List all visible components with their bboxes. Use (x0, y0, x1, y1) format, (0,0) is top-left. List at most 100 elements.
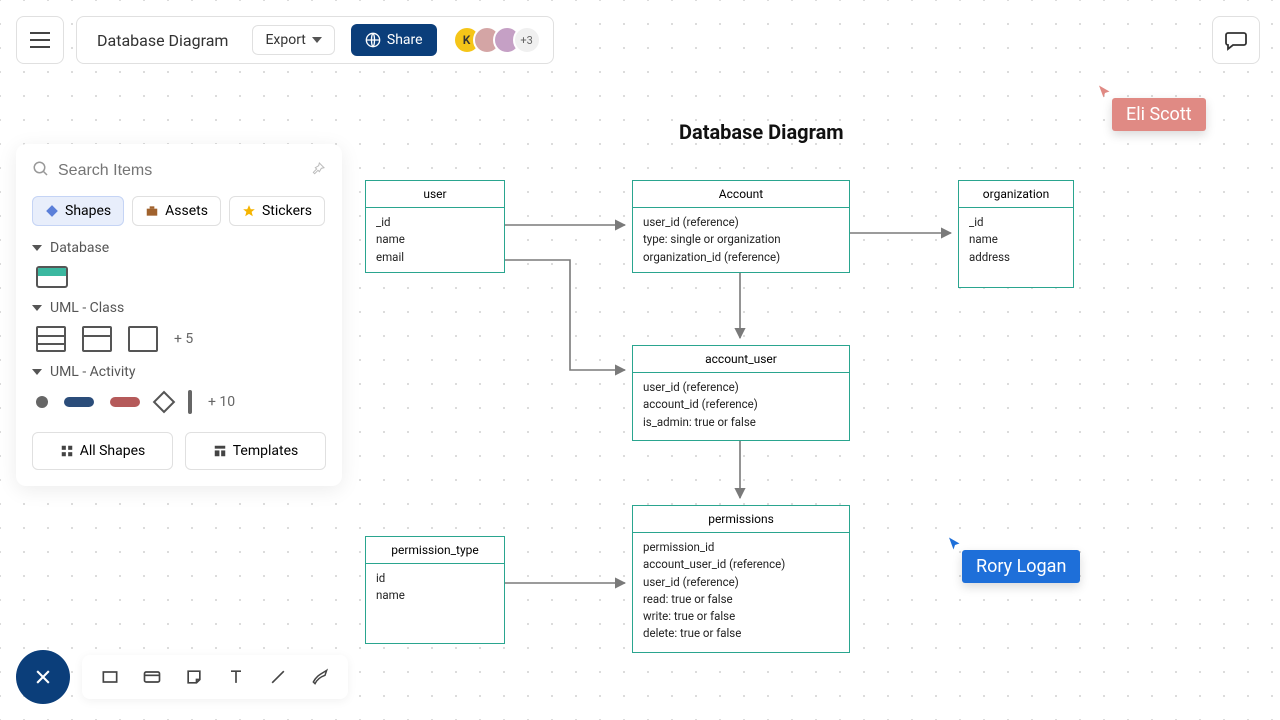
activity-decision-shape[interactable] (153, 391, 176, 414)
tab-shapes-label: Shapes (65, 203, 111, 219)
caret-down-icon (32, 369, 42, 375)
entity-field: permission_id (643, 539, 839, 556)
activity-initial-shape[interactable] (36, 396, 48, 408)
entity-fields: idname (366, 564, 504, 611)
entity-field: delete: true or false (643, 625, 839, 642)
text-tool[interactable] (224, 665, 248, 689)
close-icon (33, 667, 53, 687)
cursor-eli-label: Eli Scott (1112, 98, 1206, 131)
entity-field: email (376, 249, 494, 266)
export-button[interactable]: Export (252, 25, 334, 55)
uml-class-shape[interactable] (128, 326, 158, 352)
pen-tool[interactable] (308, 665, 332, 689)
entity-header: permission_type (366, 537, 504, 564)
entity-header: account_user (633, 346, 849, 373)
entity-field: user_id (reference) (643, 214, 839, 231)
entity-header: user (366, 181, 504, 208)
close-fab-button[interactable] (16, 650, 70, 704)
layout-icon (213, 444, 227, 458)
entity-field: id (376, 570, 494, 587)
activity-bar-shape[interactable] (188, 390, 192, 414)
entity-field: type: single or organization (643, 231, 839, 248)
entity-field: is_admin: true or false (643, 414, 839, 431)
entity-user[interactable]: user_idnameemail (365, 180, 505, 273)
uml-class-shape[interactable] (82, 326, 112, 352)
entity-permission_type[interactable]: permission_typeidname (365, 536, 505, 644)
section-database-label: Database (50, 240, 109, 256)
entity-field: organization_id (reference) (643, 249, 839, 266)
tab-shapes[interactable]: Shapes (32, 196, 124, 226)
all-shapes-label: All Shapes (80, 443, 146, 459)
entity-account[interactable]: Accountuser_id (reference)type: single o… (632, 180, 850, 273)
chat-bubble-icon (1224, 28, 1248, 52)
entity-permissions[interactable]: permissionspermission_idaccount_user_id … (632, 505, 850, 653)
card-tool[interactable] (140, 665, 164, 689)
star-icon (242, 204, 256, 218)
entity-fields: _idnameaddress (959, 208, 1073, 272)
entity-header: organization (959, 181, 1073, 208)
section-uml-class[interactable]: UML - Class (32, 300, 326, 316)
collaborator-avatars[interactable]: K +3 (453, 26, 541, 54)
uml-class-shape[interactable] (36, 326, 66, 352)
search-icon[interactable] (32, 160, 50, 182)
entity-field: name (376, 587, 494, 604)
globe-icon (365, 32, 381, 48)
entity-field: user_id (reference) (643, 574, 839, 591)
section-uml-activity[interactable]: UML - Activity (32, 364, 326, 380)
diamond-icon (45, 204, 59, 218)
tab-assets[interactable]: Assets (132, 196, 221, 226)
caret-down-icon (32, 305, 42, 311)
tab-stickers[interactable]: Stickers (229, 196, 325, 226)
entity-header: Account (633, 181, 849, 208)
entity-fields: user_id (reference)account_id (reference… (633, 373, 849, 437)
entity-field: read: true or false (643, 591, 839, 608)
cursor-eli: Eli Scott (1098, 86, 1206, 131)
line-tool[interactable] (266, 665, 290, 689)
database-table-shape[interactable] (36, 266, 68, 288)
search-input[interactable] (58, 162, 302, 180)
entity-field: name (376, 231, 494, 248)
export-label: Export (265, 32, 305, 48)
entity-field: name (969, 231, 1063, 248)
all-shapes-button[interactable]: All Shapes (32, 432, 173, 470)
title-toolbar: Database Diagram Export Share K +3 (76, 16, 554, 64)
cursor-rory: Rory Logan (948, 538, 1080, 583)
entity-field: account_id (reference) (643, 396, 839, 413)
entity-fields: _idnameemail (366, 208, 504, 272)
avatar-more[interactable]: +3 (513, 26, 541, 54)
entity-organization[interactable]: organization_idnameaddress (958, 180, 1074, 288)
share-button[interactable]: Share (351, 24, 437, 56)
entity-fields: permission_idaccount_user_id (reference)… (633, 533, 849, 649)
cursor-rory-label: Rory Logan (962, 550, 1080, 583)
grid-icon (60, 444, 74, 458)
rectangle-tool[interactable] (98, 665, 122, 689)
tab-assets-label: Assets (165, 203, 208, 219)
diagram-title[interactable]: Database Diagram (679, 120, 844, 144)
entity-field: account_user_id (reference) (643, 556, 839, 573)
activity-action-shape[interactable] (110, 397, 140, 407)
templates-label: Templates (233, 443, 299, 459)
cursor-icon (1096, 84, 1114, 102)
entity-field: _id (376, 214, 494, 231)
note-tool[interactable] (182, 665, 206, 689)
document-title[interactable]: Database Diagram (89, 31, 236, 50)
entity-field: address (969, 249, 1063, 266)
entity-account_user[interactable]: account_useruser_id (reference)account_i… (632, 345, 850, 441)
section-database[interactable]: Database (32, 240, 326, 256)
tool-strip (82, 655, 348, 699)
entity-fields: user_id (reference)type: single or organ… (633, 208, 849, 272)
uml-activity-more[interactable]: + 10 (208, 394, 235, 410)
templates-button[interactable]: Templates (185, 432, 326, 470)
comments-button[interactable] (1212, 16, 1260, 64)
entity-header: permissions (633, 506, 849, 533)
entity-field: write: true or false (643, 608, 839, 625)
activity-action-shape[interactable] (64, 397, 94, 407)
caret-down-icon (32, 245, 42, 251)
section-uml-activity-label: UML - Activity (50, 364, 136, 380)
tab-stickers-label: Stickers (262, 203, 312, 219)
pin-icon[interactable] (310, 161, 326, 181)
section-uml-class-label: UML - Class (50, 300, 124, 316)
share-label: Share (387, 32, 423, 48)
hamburger-menu-button[interactable] (16, 16, 64, 64)
uml-class-more[interactable]: + 5 (174, 331, 193, 347)
